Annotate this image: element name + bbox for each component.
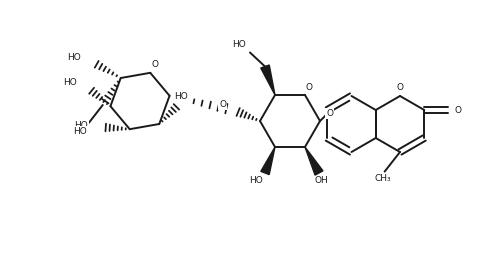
Text: HO: HO <box>174 92 188 102</box>
Polygon shape <box>261 65 275 95</box>
Text: HO: HO <box>73 126 87 135</box>
Text: HO: HO <box>232 40 246 49</box>
Text: O: O <box>305 83 313 91</box>
Text: OH: OH <box>314 176 328 185</box>
Text: HO: HO <box>67 53 81 62</box>
Text: O: O <box>396 83 404 91</box>
Text: O: O <box>152 60 159 69</box>
Text: O: O <box>219 100 226 109</box>
Text: CH₃: CH₃ <box>374 174 391 183</box>
Text: HO: HO <box>249 176 263 185</box>
Polygon shape <box>305 147 323 175</box>
Text: HO: HO <box>74 121 88 130</box>
Text: O: O <box>454 105 462 114</box>
Text: HO: HO <box>63 78 76 87</box>
Polygon shape <box>261 147 275 175</box>
Text: O: O <box>326 109 333 118</box>
